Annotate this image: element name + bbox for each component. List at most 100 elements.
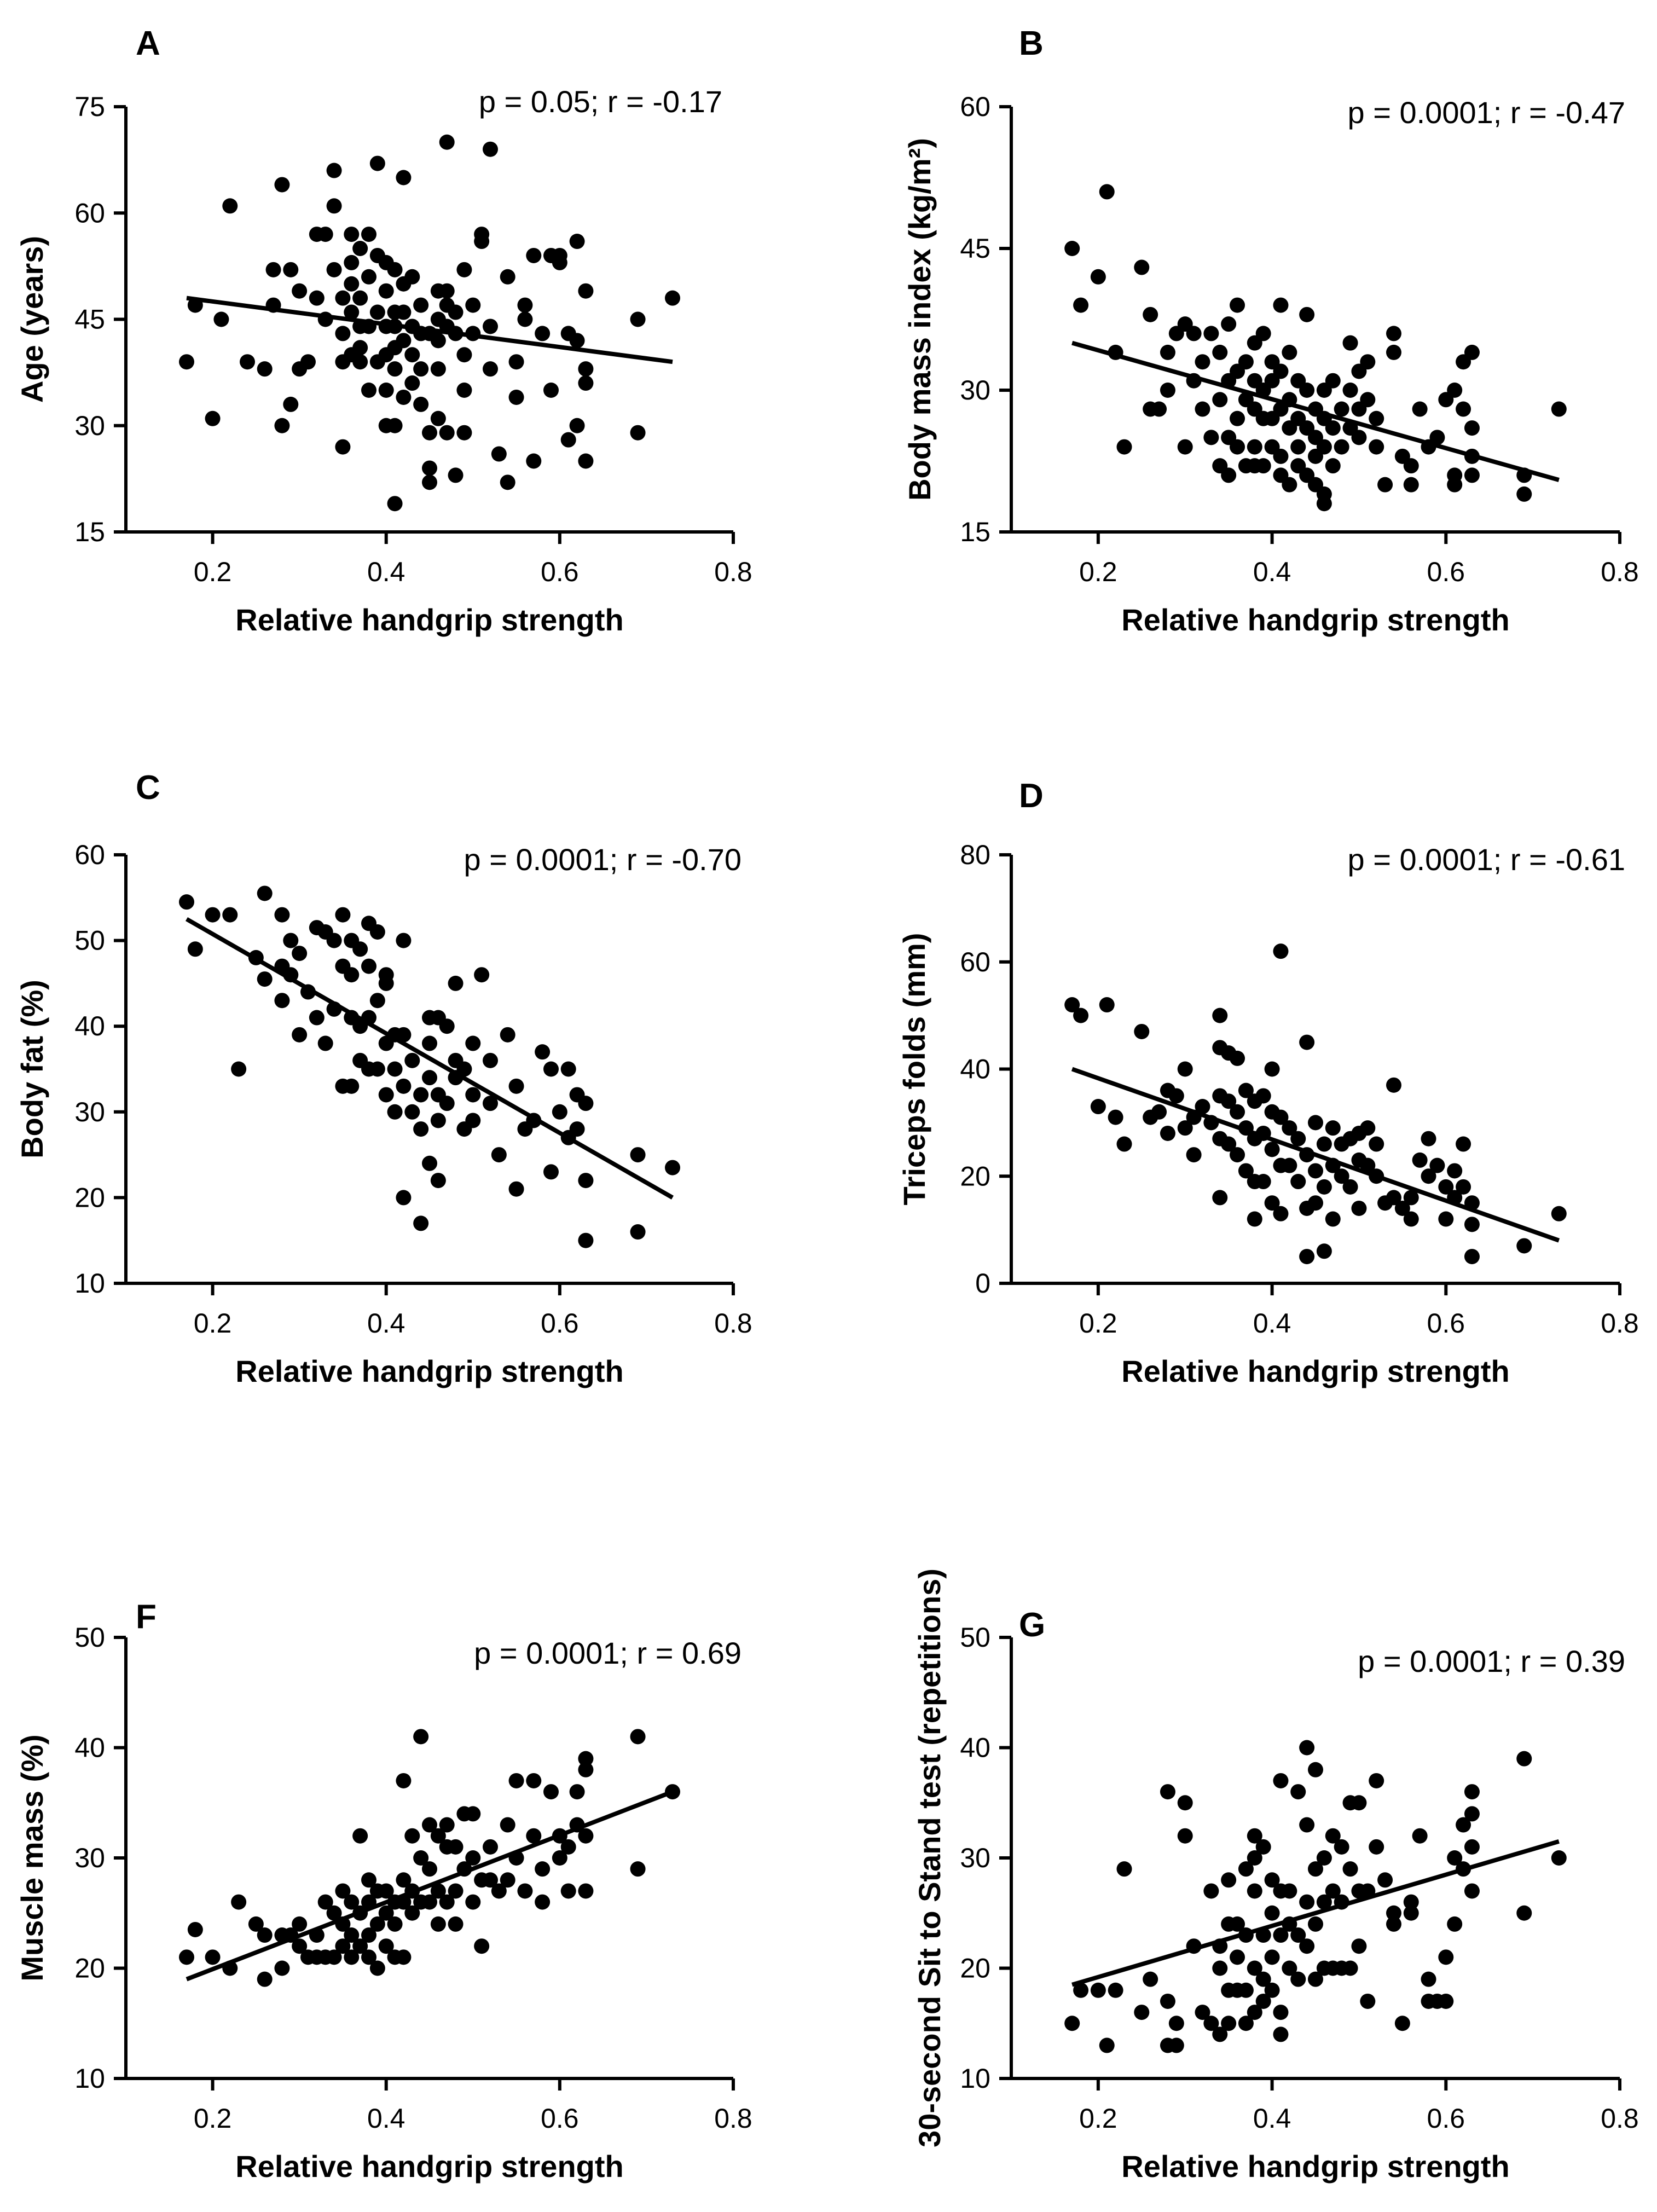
panel-a-data-point [483,141,498,157]
panel-d-data-point [1456,1179,1471,1195]
panel-f-data-point [500,1817,515,1833]
panel-a-data-point [483,319,498,334]
panel-d-data-point [1316,1243,1332,1259]
panel-c-x-tick-label: 0.4 [367,1308,405,1339]
panel-b-y-axis-label: Body mass index (kg/m²) [902,138,937,501]
panel-c-y-tick-label: 20 [74,1182,105,1213]
panel-c-data-point [483,1052,498,1068]
panel-f-data-point [430,1883,446,1899]
panel-g-letter: G [1019,1606,1045,1644]
panel-a-data-point [448,304,464,320]
panel-a-data-point [578,361,594,377]
panel-a-data-point [569,418,585,433]
panel-c-data-point [483,1096,498,1111]
panel-f-x-tick-label: 0.8 [714,2103,752,2134]
panel-c-data-point [387,1104,403,1120]
panel-f-data-point [578,1828,594,1844]
panel-d-data-point [1429,1157,1445,1173]
panel-d-data-point [1394,1200,1410,1216]
panel-b-data-point [1516,486,1532,502]
panel-g-data-point [1456,1817,1471,1833]
panel-c-data-point [439,1096,455,1111]
panel-g-data-point [1177,1828,1193,1844]
panel-g-data-point [1299,1938,1315,1954]
panel-d-data-point [1186,1147,1202,1163]
panel-a-x-tick-label: 0.6 [541,557,579,587]
panel-b-data-point [1073,297,1089,313]
panel-f-data-point [248,1916,264,1932]
panel-a-data-point [430,410,446,426]
panel-b-data-point [1456,401,1471,417]
panel-a-data-point [387,262,403,277]
panel-f-y-tick-label: 10 [74,2063,105,2094]
panel-g-data-point [1212,2026,1228,2042]
panel-g-y-tick-label: 30 [960,1843,990,1873]
panel-d-data-point [1273,943,1289,959]
panel-c-data-point [413,1087,429,1103]
panel-b-data-point [1334,439,1349,455]
panel-b-data-point [1325,373,1341,389]
panel-d-data-point [1238,1082,1254,1098]
panel-g-data-point [1369,1839,1384,1855]
panel-g-data-point [1282,1960,1297,1976]
panel-b-data-point [1429,430,1445,445]
panel-g-data-point [1177,1795,1193,1811]
panel-g-data-point [1342,1861,1358,1877]
panel-c-data-point [187,941,203,957]
panel-f-y-tick-label: 40 [74,1733,105,1763]
panel-d-data-point [1308,1115,1323,1131]
panel-a-data-point [630,311,646,327]
panel-a-data-point [326,198,342,214]
panel-f-letter: F [136,1598,157,1636]
panel-a-data-point [335,326,351,341]
panel-f-data-point [422,1861,437,1877]
panel-g-data-point [1221,2016,1237,2031]
panel-c-y-tick-label: 50 [74,925,105,956]
panel-b-data-point [1325,458,1341,474]
panel-a-data-point [179,354,194,370]
panel-b-data-point [1360,392,1376,408]
panel-f-data-point [326,1949,342,1965]
panel-d-data-point [1342,1179,1358,1195]
panel-f-data-point [352,1938,368,1954]
panel-a-y-tick-label: 45 [74,304,105,335]
panel-g-data-point [1316,1894,1332,1910]
panel-c-data-point [543,1061,559,1077]
panel-a-data-point [413,297,429,313]
panel-a-data-point [344,254,360,270]
panel-f-data-point [369,1916,385,1932]
panel-d-data-point [1438,1211,1454,1227]
panel-d-data-point [1134,1023,1150,1039]
panel-c-data-point [387,1061,403,1077]
panel-g-data-point [1273,1927,1289,1943]
panel-f-data-point [465,1850,481,1866]
panel-g-data-point [1255,1993,1271,2009]
panel-c-x-axis-label: Relative handgrip strength [235,1354,623,1388]
panel-a-data-point [292,283,308,299]
panel-d-data-point [1516,1238,1532,1254]
panel-c-x-tick-label: 0.8 [714,1308,752,1339]
panel-g-data-point [1386,1905,1401,1921]
panel-b-data-point [1116,439,1132,455]
panel-a-data-point [578,375,594,391]
panel-g-data-point [1325,1828,1341,1844]
panel-d-data-point [1195,1099,1210,1115]
panel-a-data-point [430,333,446,349]
panel-g-data-point [1290,1971,1306,1987]
panel-f-data-point [465,1806,481,1822]
panel-a-data-point [508,389,524,405]
panel-d-x-tick-label: 0.6 [1427,1308,1465,1339]
panel-b-data-point [1464,467,1480,483]
panel-g-data-point [1438,1993,1454,2009]
panel-g-data-point [1230,1916,1245,1932]
panel-d-data-point [1369,1136,1384,1152]
panel-a-data-point [439,425,455,441]
panel-c-data-point [257,971,273,987]
panel-c-data-point [543,1164,559,1180]
panel-a-data-point [396,170,412,186]
panel-d-y-axis-label: Triceps folds (mm) [897,933,931,1206]
panel-b-data-point [1386,326,1401,341]
panel-a-data-point [404,347,420,363]
panel-c-data-point [396,933,412,948]
